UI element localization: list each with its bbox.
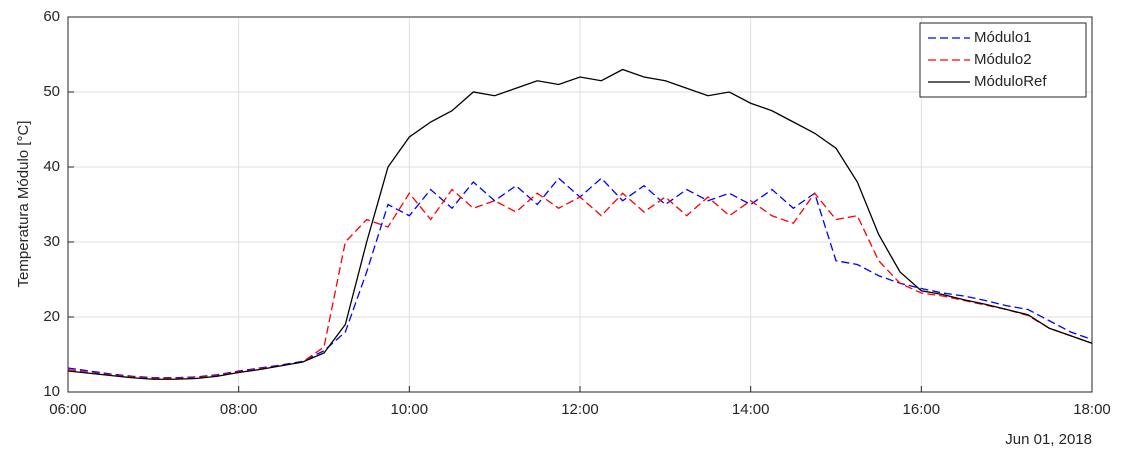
- x-tick-label: 18:00: [1073, 401, 1111, 418]
- y-tick-label: 10: [43, 383, 60, 400]
- y-tick-label: 50: [43, 83, 60, 100]
- x-tick-label: 08:00: [220, 401, 258, 418]
- y-tick-label: 40: [43, 158, 60, 175]
- x-tick-label: 06:00: [49, 401, 87, 418]
- legend-label: Módulo1: [974, 29, 1032, 46]
- series-line: [67, 68, 1093, 380]
- series-line: [67, 188, 1093, 380]
- y-tick-label: 20: [43, 308, 60, 325]
- x-tick-label: 14:00: [732, 401, 770, 418]
- plot-frame: [67, 16, 1093, 393]
- x-tick-label: 10:00: [391, 401, 429, 418]
- y-tick-label: 60: [43, 8, 60, 25]
- y-axis-label: Temperatura Módulo [°C]: [15, 121, 32, 288]
- date-label: Jun 01, 2018: [1005, 431, 1092, 448]
- x-tick-label: 12:00: [561, 401, 599, 418]
- y-tick-label: 30: [43, 233, 60, 250]
- x-tick-label: 16:00: [903, 401, 941, 418]
- legend-label: Módulo2: [974, 51, 1032, 68]
- legend-label: MóduloRef: [974, 73, 1047, 90]
